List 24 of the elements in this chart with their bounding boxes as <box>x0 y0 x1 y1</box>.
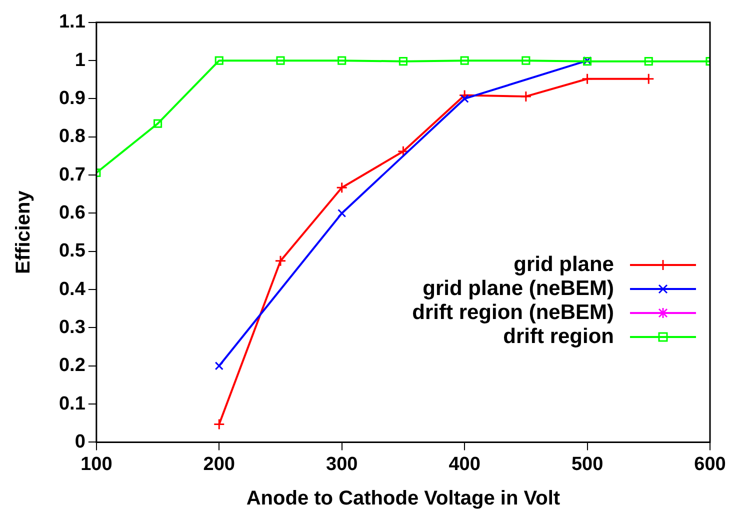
y-tick-label: 0.2 <box>58 355 86 376</box>
y-tick-label: 0.3 <box>58 316 86 338</box>
y-tick-label: 0.7 <box>58 164 86 186</box>
legend-label: drift region <box>503 325 614 349</box>
x-tick-label: 600 <box>694 454 726 475</box>
legend-label: grid plane (neBEM) <box>422 277 614 301</box>
y-tick-label: 0.6 <box>58 202 86 224</box>
y-tick-label: 0.5 <box>58 240 86 262</box>
y-tick-label: 0.8 <box>58 126 86 148</box>
x-tick-label: 400 <box>448 454 480 475</box>
x-tick-label: 200 <box>203 454 235 475</box>
y-tick-label: 1.1 <box>58 12 86 33</box>
x-tick-label: 100 <box>80 454 112 475</box>
y-tick-label: 0.4 <box>58 278 86 300</box>
x-tick-label: 300 <box>326 454 358 475</box>
x-tick-label: 500 <box>571 454 604 475</box>
y-axis-title: Efficieny <box>12 190 35 274</box>
y-tick-label: 0.9 <box>58 88 86 109</box>
legend-label: drift region (neBEM) <box>412 301 614 325</box>
legend-label: grid plane <box>514 253 614 277</box>
x-axis-title: Anode to Cathode Voltage in Volt <box>246 488 560 510</box>
y-tick-label: 0.1 <box>58 393 86 414</box>
y-tick-label: 0 <box>74 431 86 452</box>
y-tick-label: 1 <box>74 50 86 71</box>
